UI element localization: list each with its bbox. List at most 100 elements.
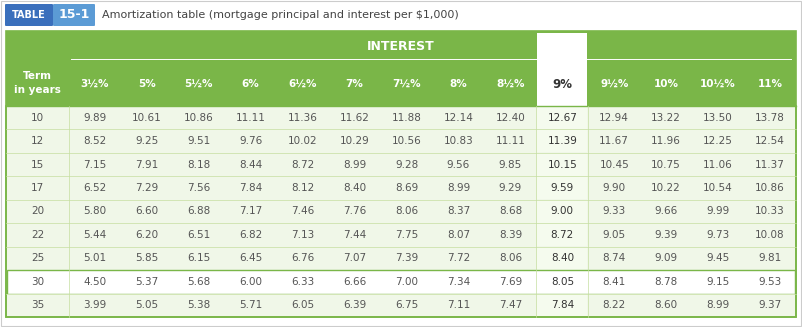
Text: 5.80: 5.80	[83, 206, 107, 216]
Text: 9.81: 9.81	[759, 253, 782, 263]
Text: 9%: 9%	[553, 77, 573, 91]
Text: 9.25: 9.25	[136, 136, 159, 146]
Bar	[6, 176, 796, 200]
Text: 6.15: 6.15	[187, 253, 210, 263]
Text: 7.13: 7.13	[291, 230, 314, 240]
Text: 11.67: 11.67	[599, 136, 630, 146]
Text: 7.72: 7.72	[447, 253, 470, 263]
Bar	[537, 177, 587, 199]
Text: 11.11: 11.11	[496, 136, 525, 146]
Text: 11.96: 11.96	[651, 136, 681, 146]
Text: 8.37: 8.37	[447, 206, 470, 216]
Bar	[6, 31, 796, 317]
Text: 9.89: 9.89	[83, 113, 107, 123]
Text: 7.11: 7.11	[447, 300, 470, 310]
Text: 7.15: 7.15	[83, 160, 107, 170]
Text: 8.44: 8.44	[239, 160, 262, 170]
Text: 10.83: 10.83	[444, 136, 473, 146]
Bar	[537, 33, 587, 106]
Text: 8.40: 8.40	[551, 253, 574, 263]
Text: 5.44: 5.44	[83, 230, 107, 240]
Bar	[6, 106, 796, 129]
Text: 35: 35	[30, 300, 44, 310]
Text: 13.78: 13.78	[755, 113, 785, 123]
Text: 5.01: 5.01	[83, 253, 107, 263]
Text: 25: 25	[30, 253, 44, 263]
Bar	[537, 107, 587, 129]
Text: 17: 17	[30, 183, 44, 193]
Text: 8.78: 8.78	[654, 277, 678, 287]
Text: 5.85: 5.85	[136, 253, 159, 263]
Text: 5.05: 5.05	[136, 300, 159, 310]
Text: 9.99: 9.99	[707, 206, 730, 216]
Text: 12.67: 12.67	[548, 113, 577, 123]
Text: 12.94: 12.94	[599, 113, 630, 123]
Text: 9.66: 9.66	[654, 206, 678, 216]
Text: 5.68: 5.68	[187, 277, 210, 287]
Text: 10.29: 10.29	[340, 136, 370, 146]
Text: 5%: 5%	[138, 79, 156, 89]
Bar	[6, 129, 796, 153]
Text: 10%: 10%	[654, 79, 678, 89]
Text: 6.76: 6.76	[291, 253, 314, 263]
Bar	[1, 1, 801, 28]
Text: 7.07: 7.07	[343, 253, 367, 263]
Text: 10.45: 10.45	[599, 160, 629, 170]
Text: 8.99: 8.99	[343, 160, 367, 170]
Text: 9.85: 9.85	[499, 160, 522, 170]
Text: 6.33: 6.33	[291, 277, 314, 287]
Text: 10: 10	[31, 113, 44, 123]
Text: 15-1: 15-1	[59, 9, 90, 22]
Text: 9.59: 9.59	[551, 183, 574, 193]
Text: 11.36: 11.36	[288, 113, 318, 123]
Text: 8.41: 8.41	[602, 277, 626, 287]
Text: 13.22: 13.22	[651, 113, 681, 123]
Text: 7.76: 7.76	[343, 206, 367, 216]
Text: 11%: 11%	[758, 79, 783, 89]
Text: 7.39: 7.39	[395, 253, 418, 263]
Text: 7.44: 7.44	[343, 230, 367, 240]
Text: 8.69: 8.69	[395, 183, 418, 193]
Text: 9.39: 9.39	[654, 230, 678, 240]
Text: 8.52: 8.52	[83, 136, 107, 146]
Text: 7.56: 7.56	[187, 183, 210, 193]
Bar	[6, 294, 796, 317]
Text: 10.86: 10.86	[184, 113, 213, 123]
Text: 5.38: 5.38	[187, 300, 210, 310]
Text: 8.07: 8.07	[447, 230, 470, 240]
Text: 11.37: 11.37	[755, 160, 785, 170]
Text: 8.99: 8.99	[447, 183, 470, 193]
Text: 9.45: 9.45	[707, 253, 730, 263]
Text: 6.45: 6.45	[239, 253, 262, 263]
Bar	[7, 270, 795, 294]
Bar	[6, 106, 796, 317]
Text: 8.06: 8.06	[499, 253, 522, 263]
Text: 9.00: 9.00	[551, 206, 573, 216]
Bar	[537, 247, 587, 269]
Text: 10.15: 10.15	[548, 160, 577, 170]
Text: 7.17: 7.17	[239, 206, 262, 216]
Text: 9.37: 9.37	[759, 300, 782, 310]
Text: 10½%: 10½%	[700, 79, 736, 89]
Text: 7.00: 7.00	[395, 277, 418, 287]
Bar	[6, 153, 796, 176]
Text: 22: 22	[30, 230, 44, 240]
Text: 5.37: 5.37	[136, 277, 159, 287]
Text: 6.82: 6.82	[239, 230, 262, 240]
Bar	[537, 294, 587, 317]
Text: 10.33: 10.33	[755, 206, 785, 216]
Text: TABLE: TABLE	[12, 10, 46, 20]
Text: 11.88: 11.88	[391, 113, 422, 123]
Text: 7.47: 7.47	[499, 300, 522, 310]
Text: 7.91: 7.91	[136, 160, 159, 170]
Text: 9.09: 9.09	[654, 253, 678, 263]
Text: 7.84: 7.84	[239, 183, 262, 193]
Text: 9.53: 9.53	[759, 277, 782, 287]
Text: 12.54: 12.54	[755, 136, 785, 146]
Text: 30: 30	[31, 277, 44, 287]
Bar	[537, 130, 587, 152]
Text: 6½%: 6½%	[289, 79, 317, 89]
Text: 6.66: 6.66	[343, 277, 367, 287]
Text: 8½%: 8½%	[496, 79, 525, 89]
Text: 8.05: 8.05	[551, 277, 574, 287]
